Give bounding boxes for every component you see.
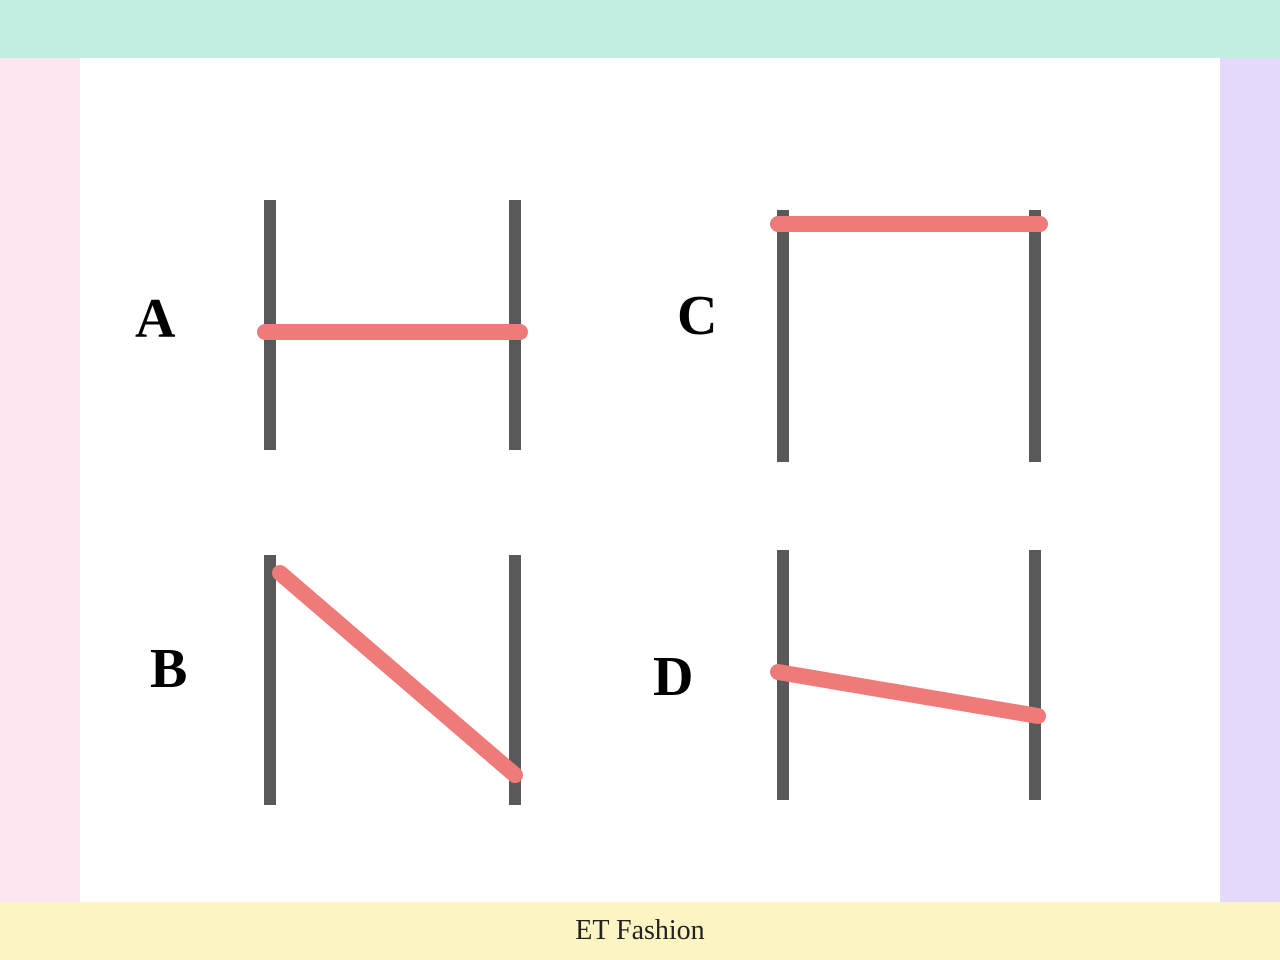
border-top — [0, 0, 1280, 58]
diagram-svg: A B C D — [80, 58, 1220, 902]
svg-text:A: A — [135, 288, 176, 350]
border-left — [0, 58, 80, 902]
diagram-area: A B C D — [80, 58, 1220, 902]
footer-text: ET Fashion — [575, 915, 704, 947]
border-bottom: ET Fashion — [0, 902, 1280, 960]
border-right — [1220, 58, 1280, 902]
svg-text:D: D — [653, 646, 693, 708]
svg-text:B: B — [150, 638, 187, 700]
svg-text:C: C — [677, 285, 717, 347]
